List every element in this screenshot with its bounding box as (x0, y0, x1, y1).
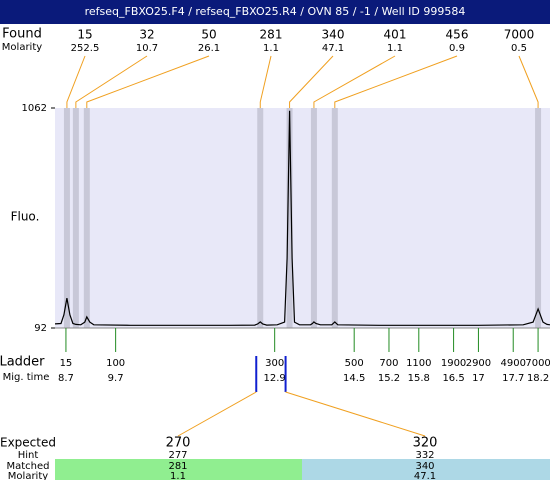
matched-molarity: 47.1 (414, 471, 436, 480)
peak-band (72, 108, 79, 328)
peak-band (535, 108, 542, 328)
ladder-time: 12.9 (264, 373, 286, 384)
ladder-time: 8.7 (58, 373, 74, 384)
peak-band (83, 108, 90, 328)
ladder-time: 9.7 (108, 373, 124, 384)
found-size: 456 (446, 28, 469, 42)
y-axis-label: Fluo. (11, 210, 40, 224)
found-molarity: 47.1 (322, 43, 344, 54)
matched-bg-2 (302, 459, 550, 480)
molarity-label: Molarity (2, 42, 42, 53)
found-connector (259, 55, 272, 108)
ladder-size: 100 (106, 358, 125, 369)
ladder-time: 17 (472, 373, 485, 384)
trace (54, 110, 550, 326)
ladder-size: 4900 (500, 358, 525, 369)
ladder-size: 1100 (406, 358, 431, 369)
chart-title: refseq_FBXO25.F4 / refseq_FBXO25.R4 / OV… (85, 5, 466, 18)
ladder-size: 1900 (441, 358, 466, 369)
ladder-size: 15 (60, 358, 73, 369)
found-size: 32 (139, 28, 154, 42)
ladder-size: 500 (345, 358, 364, 369)
found-size: 340 (322, 28, 345, 42)
matched-molarity: 1.1 (170, 471, 186, 480)
plot-area (55, 108, 550, 328)
found-size: 7000 (504, 28, 535, 42)
expected-label: Expected (0, 436, 56, 450)
found-label: Found (2, 27, 42, 42)
found-size: 401 (384, 28, 407, 42)
found-connector (289, 55, 334, 108)
peak-band (257, 108, 264, 328)
expected-connector (177, 391, 257, 437)
found-connector (75, 55, 148, 108)
found-connector (334, 55, 458, 108)
ladder-time: 15.8 (408, 373, 430, 384)
y-tick-label: 1062 (22, 103, 47, 114)
ladder-time: 18.2 (527, 373, 549, 384)
hint-size: 332 (415, 450, 434, 461)
expected-connector (285, 391, 426, 437)
ladder-size: 700 (379, 358, 398, 369)
matched-label: Matched (6, 461, 49, 472)
ladder-time: 14.5 (343, 373, 365, 384)
peak-band (63, 108, 70, 328)
title-bar (0, 0, 550, 24)
expected-size: 320 (413, 436, 438, 451)
peak-band (286, 108, 293, 328)
found-connector (518, 55, 539, 108)
matched-bg-1 (55, 459, 302, 480)
expected-molarity-label: Molarity (8, 471, 48, 480)
matched-size: 340 (415, 461, 434, 472)
found-molarity: 252.5 (71, 43, 100, 54)
hint-size: 277 (168, 450, 187, 461)
ladder-label: Ladder (0, 355, 45, 370)
found-molarity: 1.1 (387, 43, 403, 54)
found-molarity: 0.5 (511, 43, 527, 54)
ladder-time: 16.5 (442, 373, 464, 384)
ladder-time: 17.7 (502, 373, 524, 384)
found-connector (86, 55, 210, 108)
matched-size: 281 (168, 461, 187, 472)
found-molarity: 1.1 (263, 43, 279, 54)
mig-time-label: Mig. time (3, 372, 50, 383)
y-tick-label: 92 (34, 323, 47, 334)
expected-size: 270 (166, 436, 191, 451)
hint-label: Hint (18, 450, 39, 461)
found-molarity: 0.9 (449, 43, 465, 54)
ladder-time: 15.2 (378, 373, 400, 384)
found-molarity: 10.7 (136, 43, 158, 54)
peak-band (331, 108, 338, 328)
ladder-size: 7000 (525, 358, 550, 369)
found-size: 50 (201, 28, 216, 42)
peak-band (310, 108, 317, 328)
found-molarity: 26.1 (198, 43, 220, 54)
found-connector (66, 55, 86, 108)
found-size: 281 (260, 28, 283, 42)
ladder-size: 300 (265, 358, 284, 369)
found-size: 15 (77, 28, 92, 42)
found-connector (313, 55, 396, 108)
ladder-size: 2900 (466, 358, 491, 369)
